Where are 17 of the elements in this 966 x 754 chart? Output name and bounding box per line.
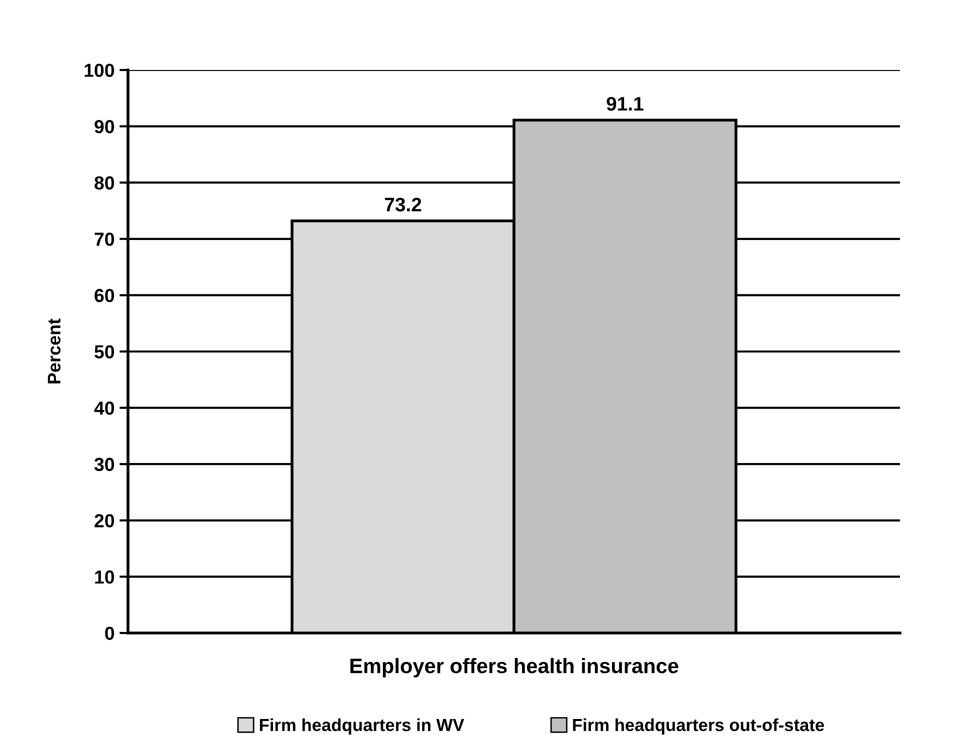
data-label: 73.2 (384, 198, 422, 212)
legend-label: Firm headquarters out-of-state (573, 718, 824, 735)
y-tick-label: 90 (94, 120, 114, 134)
y-axis-title: Percent (48, 318, 61, 384)
y-tick-label: 80 (94, 176, 114, 190)
y-tick-label: 30 (94, 458, 114, 472)
y-tick-label: 60 (94, 288, 114, 302)
y-tick-label: 20 (94, 514, 114, 528)
y-tick-label: 10 (95, 570, 114, 584)
x-tick-label: Employer offers health insurance (350, 658, 678, 678)
legend-label: Firm headquarters in WV (260, 718, 464, 735)
y-tick-label: 100 (84, 64, 114, 77)
y-tick-label: 70 (94, 232, 114, 246)
y-tick-label: 50 (94, 345, 114, 358)
y-tick-label: 40 (94, 402, 114, 415)
data-label: 91.1 (606, 96, 644, 111)
y-tick-label: 0 (105, 626, 114, 640)
